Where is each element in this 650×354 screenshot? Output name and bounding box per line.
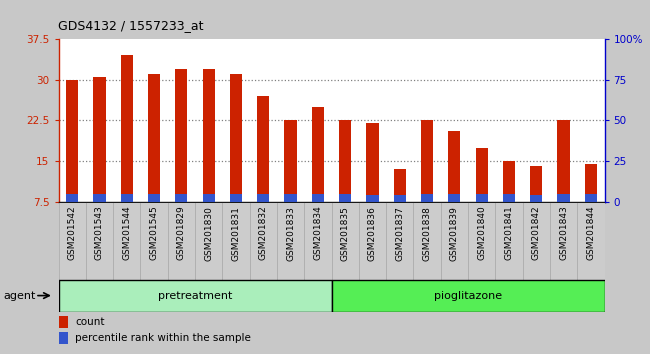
Bar [495,202,523,280]
Bar [394,169,406,202]
Bar [448,194,460,202]
Bar [421,194,433,202]
Bar [394,195,406,202]
Bar [148,74,160,202]
Bar [203,69,215,202]
Bar [332,202,359,280]
Bar [86,202,113,280]
Bar [312,194,324,202]
Bar [250,202,277,280]
Bar [168,202,195,280]
Bar [113,202,140,280]
Bar [176,69,187,202]
Bar [339,194,351,202]
Bar [523,202,550,280]
Bar [530,195,542,202]
Text: count: count [75,317,105,327]
Bar [476,148,488,202]
Text: GSM201839: GSM201839 [450,206,459,261]
Text: GSM201834: GSM201834 [313,206,322,261]
Bar [94,77,105,202]
Bar [304,202,332,280]
Text: GSM201542: GSM201542 [68,206,77,260]
Bar [140,202,168,280]
Bar [58,280,332,312]
Text: GDS4132 / 1557233_at: GDS4132 / 1557233_at [58,19,204,32]
Text: GSM201543: GSM201543 [95,206,104,261]
Bar [285,194,296,202]
Bar [550,202,577,280]
Bar [312,107,324,202]
Bar [421,120,433,202]
Text: GSM201833: GSM201833 [286,206,295,261]
Text: GSM201843: GSM201843 [559,206,568,261]
Text: GSM201545: GSM201545 [150,206,159,261]
Bar [367,123,378,202]
Bar [367,195,378,202]
Bar [503,161,515,202]
Bar [585,194,597,202]
Bar [530,166,542,202]
Text: GSM201544: GSM201544 [122,206,131,260]
Bar [121,55,133,202]
Text: GSM201844: GSM201844 [586,206,595,260]
Bar [58,202,86,280]
Bar [195,202,222,280]
Bar [339,120,351,202]
Bar [468,202,495,280]
Text: GSM201830: GSM201830 [204,206,213,261]
Bar [94,194,105,202]
Bar [277,202,304,280]
Bar [230,194,242,202]
Bar [441,202,468,280]
Bar [148,194,160,202]
Bar [257,96,269,202]
Text: GSM201842: GSM201842 [532,206,541,260]
Bar [66,80,78,202]
Bar [66,194,78,202]
Bar [285,120,296,202]
Text: GSM201840: GSM201840 [477,206,486,261]
Bar [222,202,250,280]
Bar [448,131,460,202]
Bar [121,194,133,202]
Bar [558,120,569,202]
Text: GSM201836: GSM201836 [368,206,377,261]
Bar [203,194,215,202]
Bar [58,332,68,343]
Bar [359,202,386,280]
Bar [332,280,604,312]
Bar [476,194,488,202]
Bar [585,164,597,202]
Bar [386,202,413,280]
Text: GSM201831: GSM201831 [231,206,240,261]
Bar [558,194,569,202]
Bar [257,194,269,202]
Text: GSM201838: GSM201838 [422,206,432,261]
Bar [230,74,242,202]
Bar [413,202,441,280]
Text: pretreatment: pretreatment [158,291,232,301]
Text: pioglitazone: pioglitazone [434,291,502,301]
Text: GSM201837: GSM201837 [395,206,404,261]
Bar [503,194,515,202]
Bar [577,202,605,280]
Text: GSM201829: GSM201829 [177,206,186,261]
Text: agent: agent [3,291,36,301]
Text: percentile rank within the sample: percentile rank within the sample [75,333,251,343]
Text: GSM201841: GSM201841 [504,206,514,261]
Bar [58,316,68,328]
Bar [176,194,187,202]
Text: GSM201832: GSM201832 [259,206,268,261]
Text: GSM201835: GSM201835 [341,206,350,261]
